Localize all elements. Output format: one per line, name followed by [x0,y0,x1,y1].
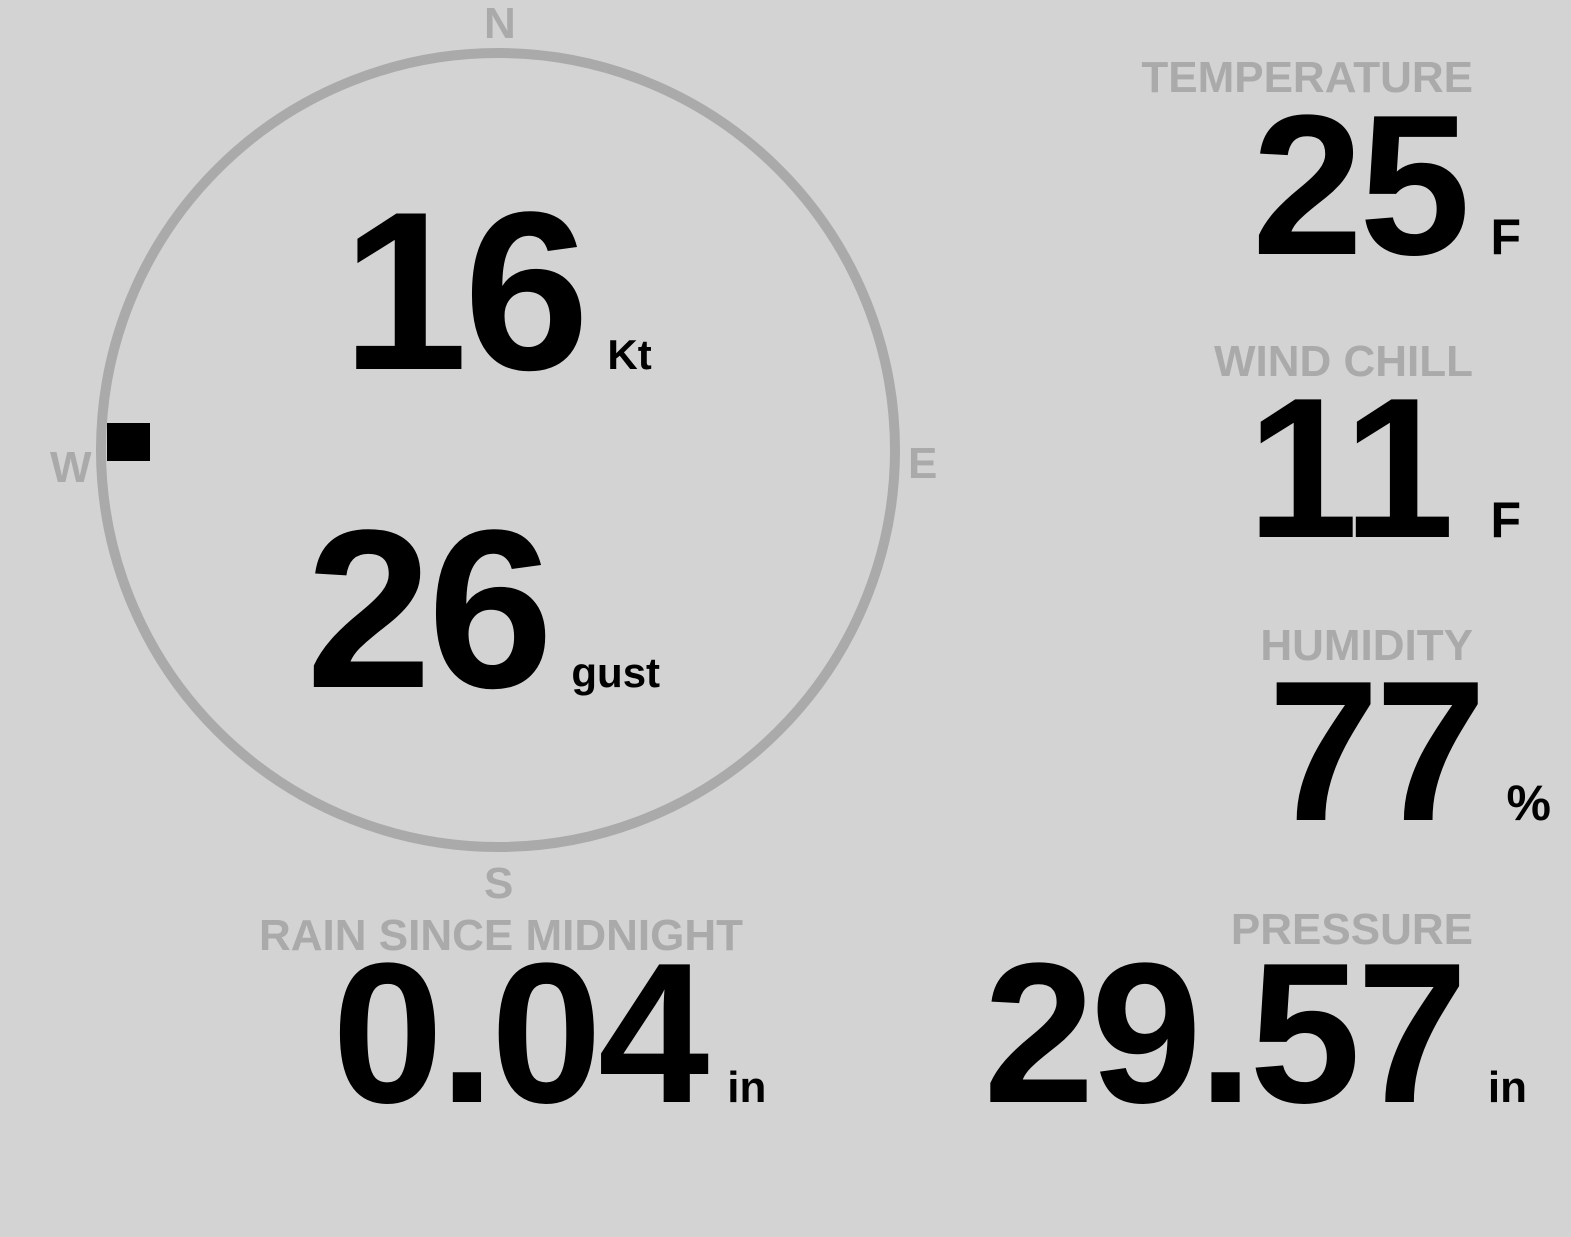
compass-ring [96,48,900,852]
wind-speed-value: 16 [342,164,589,417]
rain-reading: 0.04 in [332,934,766,1134]
wind-speed-unit: Kt [607,331,652,378]
wind-gust-unit: gust [571,649,661,696]
pressure-value: 29.57 [983,922,1467,1145]
wind-chill-reading: 11 F [1247,369,1521,569]
wind-chill-value: 11 [1247,357,1454,580]
pressure-unit: in [1487,1063,1527,1112]
compass-north: N [484,0,516,48]
rain-unit: in [727,1063,767,1112]
rain-value: 0.04 [332,922,709,1145]
humidity-unit: % [1506,775,1551,831]
compass-west: W [50,443,92,492]
square-marker-icon [107,423,150,461]
wind-gust-value: 26 [306,482,553,735]
wind-chill-unit: F [1490,492,1521,548]
wind-speed: 16 Kt [342,178,652,404]
wind-gust: 26 gust [306,496,660,722]
temperature-value: 25 [1251,74,1470,297]
wind-chill-label: WIND CHILL [1213,337,1473,386]
temperature-label: TEMPERATURE [1141,53,1473,102]
humidity-label: HUMIDITY [1260,621,1473,670]
compass-east: E [908,439,938,488]
pressure-reading: 29.57 in [983,934,1527,1134]
temperature-reading: 25 F [1252,86,1521,286]
wind-compass-dial [96,48,900,852]
compass-south: S [484,859,514,908]
humidity-reading: 77 % [1268,652,1551,852]
pressure-label: PRESSURE [1230,905,1473,954]
rain-label: RAIN SINCE MIDNIGHT [259,911,743,960]
temperature-unit: F [1490,209,1521,265]
humidity-value: 77 [1268,640,1486,863]
